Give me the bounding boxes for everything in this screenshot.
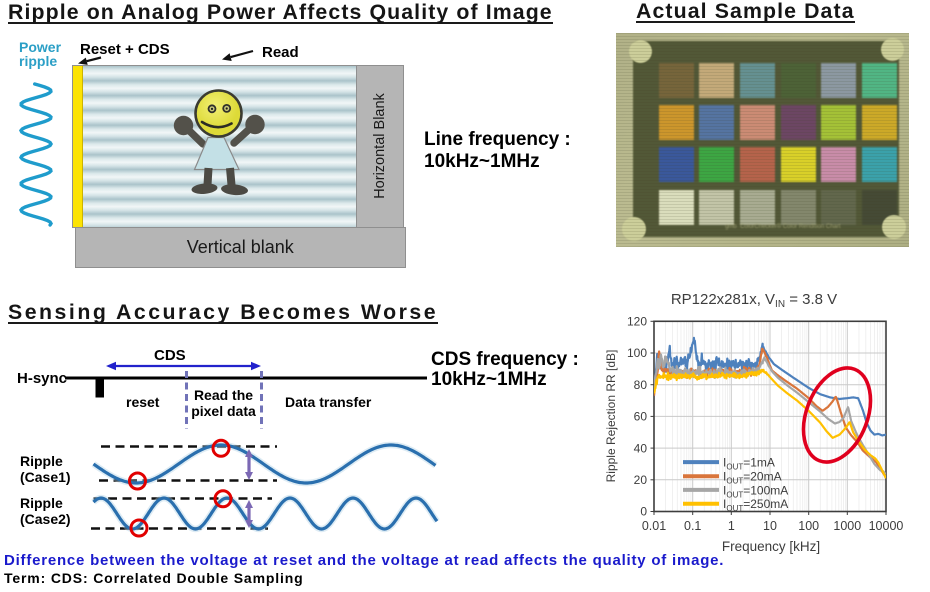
svg-text:Frequency [kHz]: Frequency [kHz] xyxy=(722,539,820,554)
svg-text:0: 0 xyxy=(640,505,647,519)
svg-text:RP122x281x, VIN = 3.8 V: RP122x281x, VIN = 3.8 V xyxy=(671,291,837,310)
svg-text:1000: 1000 xyxy=(833,519,861,533)
svg-text:100: 100 xyxy=(627,346,647,360)
svg-text:80: 80 xyxy=(634,378,648,392)
svg-text:20: 20 xyxy=(634,473,648,487)
svg-text:Ripple Rejection RR [dB]: Ripple Rejection RR [dB] xyxy=(604,350,618,483)
svg-text:0.01: 0.01 xyxy=(642,519,666,533)
svg-text:10000: 10000 xyxy=(869,519,904,533)
svg-text:100: 100 xyxy=(798,519,819,533)
svg-text:0.1: 0.1 xyxy=(684,519,701,533)
svg-text:60: 60 xyxy=(634,410,648,424)
svg-text:120: 120 xyxy=(627,315,647,329)
svg-text:10: 10 xyxy=(763,519,777,533)
svg-text:40: 40 xyxy=(634,441,648,455)
svg-text:1: 1 xyxy=(728,519,735,533)
